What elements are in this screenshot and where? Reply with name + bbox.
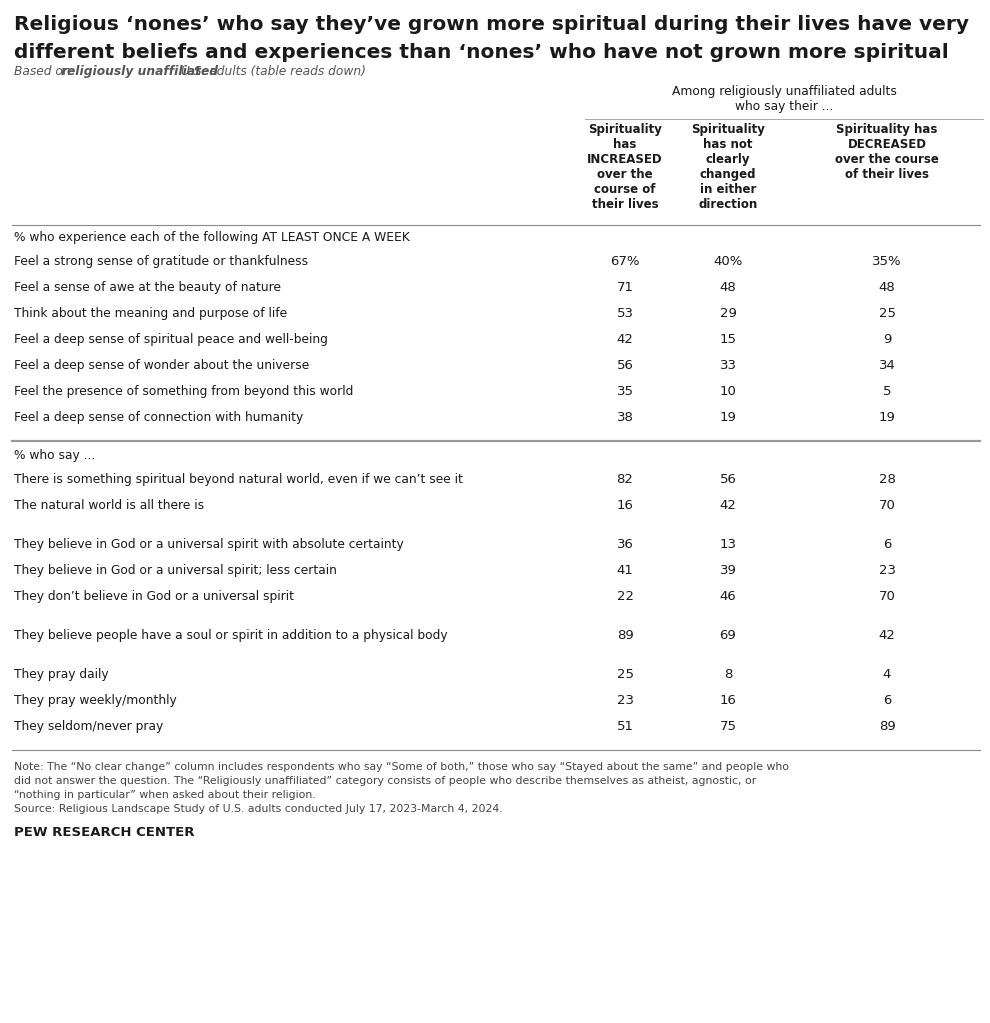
Text: different beliefs and experiences than ‘nones’ who have not grown more spiritual: different beliefs and experiences than ‘… — [14, 43, 948, 62]
Text: Feel a strong sense of gratitude or thankfulness: Feel a strong sense of gratitude or than… — [14, 255, 308, 268]
Text: They seldom/never pray: They seldom/never pray — [14, 720, 163, 733]
Text: Feel a deep sense of spiritual peace and well-being: Feel a deep sense of spiritual peace and… — [14, 333, 328, 346]
Text: 6: 6 — [883, 694, 891, 707]
Text: 29: 29 — [720, 307, 737, 320]
Text: religiously unaffiliated: religiously unaffiliated — [61, 65, 218, 78]
Text: 22: 22 — [617, 590, 634, 603]
Text: U.S. adults (table reads down): U.S. adults (table reads down) — [177, 65, 366, 78]
Text: Religious ‘nones’ who say they’ve grown more spiritual during their lives have v: Religious ‘nones’ who say they’ve grown … — [14, 15, 969, 34]
Text: 89: 89 — [879, 720, 895, 733]
Text: 53: 53 — [617, 307, 634, 320]
Text: 89: 89 — [617, 629, 634, 642]
Text: 10: 10 — [720, 385, 737, 398]
Text: Note: The “No clear change” column includes respondents who say “Some of both,” : Note: The “No clear change” column inclu… — [14, 762, 789, 772]
Text: 75: 75 — [720, 720, 737, 733]
Text: 42: 42 — [617, 333, 634, 346]
Text: Feel a sense of awe at the beauty of nature: Feel a sense of awe at the beauty of nat… — [14, 281, 281, 294]
Text: They don’t believe in God or a universal spirit: They don’t believe in God or a universal… — [14, 590, 294, 603]
Text: Feel a deep sense of wonder about the universe: Feel a deep sense of wonder about the un… — [14, 359, 309, 372]
Text: They pray daily: They pray daily — [14, 668, 109, 681]
Text: 48: 48 — [720, 281, 737, 294]
Text: 35%: 35% — [872, 255, 902, 268]
Text: 46: 46 — [720, 590, 737, 603]
Text: 13: 13 — [720, 538, 737, 551]
Text: 8: 8 — [724, 668, 733, 681]
Text: 41: 41 — [617, 564, 634, 577]
Text: Spirituality has
DECREASED
over the course
of their lives: Spirituality has DECREASED over the cour… — [835, 123, 939, 181]
Text: 28: 28 — [878, 473, 895, 486]
Text: 71: 71 — [617, 281, 634, 294]
Text: They pray weekly/monthly: They pray weekly/monthly — [14, 694, 177, 707]
Text: 34: 34 — [878, 359, 895, 372]
Text: They believe in God or a universal spirit; less certain: They believe in God or a universal spiri… — [14, 564, 337, 577]
Text: 23: 23 — [878, 564, 896, 577]
Text: 5: 5 — [883, 385, 891, 398]
Text: The natural world is all there is: The natural world is all there is — [14, 499, 204, 512]
Text: PEW RESEARCH CENTER: PEW RESEARCH CENTER — [14, 826, 194, 839]
Text: 25: 25 — [617, 668, 634, 681]
Text: Source: Religious Landscape Study of U.S. adults conducted July 17, 2023-March 4: Source: Religious Landscape Study of U.S… — [14, 804, 503, 814]
Text: 16: 16 — [720, 694, 737, 707]
Text: There is something spiritual beyond natural world, even if we can’t see it: There is something spiritual beyond natu… — [14, 473, 463, 486]
Text: 38: 38 — [617, 411, 634, 424]
Text: 15: 15 — [720, 333, 737, 346]
Text: Based on: Based on — [14, 65, 74, 78]
Text: 16: 16 — [617, 499, 634, 512]
Text: They believe people have a soul or spirit in addition to a physical body: They believe people have a soul or spiri… — [14, 629, 447, 642]
Text: 23: 23 — [617, 694, 634, 707]
Text: 19: 19 — [720, 411, 737, 424]
Text: did not answer the question. The “Religiously unaffiliated” category consists of: did not answer the question. The “Religi… — [14, 776, 756, 786]
Text: Think about the meaning and purpose of life: Think about the meaning and purpose of l… — [14, 307, 287, 320]
Text: 48: 48 — [879, 281, 895, 294]
Text: 9: 9 — [883, 333, 891, 346]
Text: 42: 42 — [878, 629, 895, 642]
Text: Feel a deep sense of connection with humanity: Feel a deep sense of connection with hum… — [14, 411, 303, 424]
Text: Spirituality
has not
clearly
changed
in either
direction: Spirituality has not clearly changed in … — [691, 123, 765, 211]
Text: 70: 70 — [878, 590, 895, 603]
Text: 25: 25 — [878, 307, 896, 320]
Text: 33: 33 — [720, 359, 737, 372]
Text: Among religiously unaffiliated adults
who say their ...: Among religiously unaffiliated adults wh… — [671, 85, 896, 113]
Text: 70: 70 — [878, 499, 895, 512]
Text: 19: 19 — [878, 411, 895, 424]
Text: 39: 39 — [720, 564, 737, 577]
Text: “nothing in particular” when asked about their religion.: “nothing in particular” when asked about… — [14, 790, 316, 800]
Text: 6: 6 — [883, 538, 891, 551]
Text: They believe in God or a universal spirit with absolute certainty: They believe in God or a universal spiri… — [14, 538, 404, 551]
Text: Spirituality
has
INCREASED
over the
course of
their lives: Spirituality has INCREASED over the cour… — [587, 123, 663, 211]
Text: 35: 35 — [617, 385, 634, 398]
Text: 56: 56 — [617, 359, 634, 372]
Text: 51: 51 — [617, 720, 634, 733]
Text: 82: 82 — [617, 473, 634, 486]
Text: 40%: 40% — [714, 255, 742, 268]
Text: 67%: 67% — [610, 255, 640, 268]
Text: % who say ...: % who say ... — [14, 449, 95, 462]
Text: 56: 56 — [720, 473, 737, 486]
Text: 36: 36 — [617, 538, 634, 551]
Text: 69: 69 — [720, 629, 737, 642]
Text: Feel the presence of something from beyond this world: Feel the presence of something from beyo… — [14, 385, 353, 398]
Text: 4: 4 — [883, 668, 891, 681]
Text: 42: 42 — [720, 499, 737, 512]
Text: % who experience each of the following AT LEAST ONCE A WEEK: % who experience each of the following A… — [14, 231, 410, 244]
